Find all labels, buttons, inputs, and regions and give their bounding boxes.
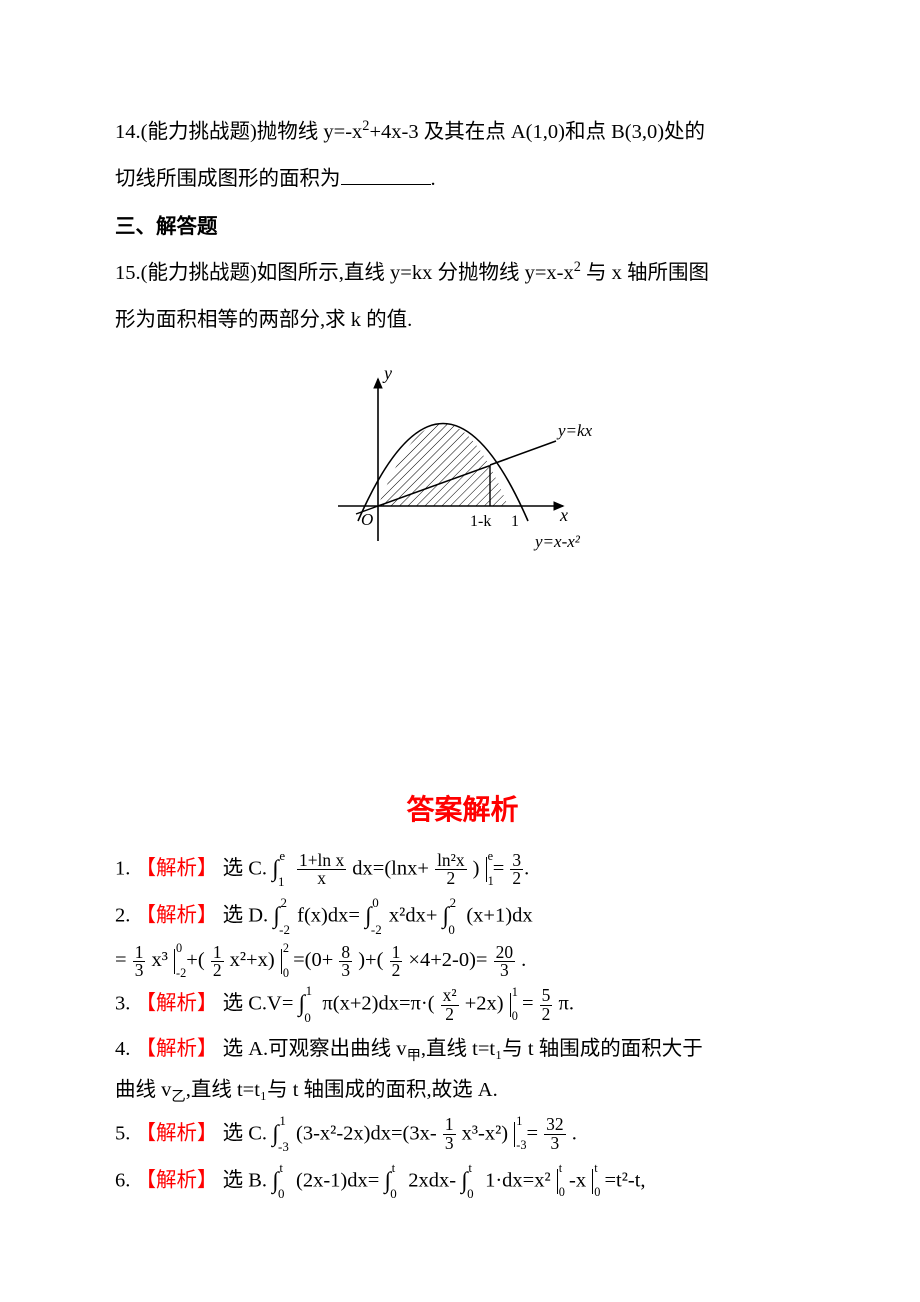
frac-52: 52 <box>540 987 553 1023</box>
sub-jia: 甲 <box>407 1048 421 1064</box>
a3-pre: 3. <box>115 993 130 1015</box>
a1-bracket: 【解析】 <box>136 857 218 879</box>
eval-bar: 0t <box>592 1160 593 1201</box>
a2-sel: 选 D. <box>223 905 269 927</box>
a1-sel: 选 C. <box>223 857 273 879</box>
frac-x2-2: x²2 <box>441 987 459 1023</box>
tick-1: 1 <box>511 513 519 530</box>
eval-bar: -31 <box>514 1113 515 1154</box>
tick-1mk: 1-k <box>470 513 491 530</box>
frac-203: 203 <box>494 944 515 980</box>
eval-bar: 1e <box>486 848 487 889</box>
integral-icon: ∫-22 <box>273 893 279 940</box>
q14-text-a: 14.(能力挑战题)抛物线 y=-x <box>115 121 362 143</box>
hatched-region <box>378 424 508 507</box>
a3-bracket: 【解析】 <box>136 993 218 1015</box>
curve-label: y=x-x² <box>533 532 581 551</box>
section-3-heading: 三、解答题 <box>115 204 810 249</box>
a4-bracket: 【解析】 <box>136 1038 218 1060</box>
line-kx-ext <box>490 441 556 465</box>
answer-2-line2: = 13 x³ -20 +( 12 x²+x) 02 =(0+ 83 )+( 1… <box>115 940 810 981</box>
integral-icon: ∫-31 <box>272 1111 278 1158</box>
frac-13b: 13 <box>443 1116 456 1152</box>
a1-mid: dx=(lnx+ <box>352 857 429 879</box>
a6-bracket: 【解析】 <box>136 1169 218 1191</box>
answer-2-line1: 2. 【解析】 选 D. ∫-22 f(x)dx= ∫-20 x²dx+ ∫02… <box>115 893 810 940</box>
q14-text-b: +4x-3 及其在点 A(1,0)和点 B(3,0)处的 <box>369 121 705 143</box>
page: 14.(能力挑战题)抛物线 y=-x 2 +4x-3 及其在点 A(1,0)和点 B… <box>0 0 920 1302</box>
frac-83: 83 <box>339 944 352 980</box>
integral-icon: ∫02 <box>443 893 449 940</box>
a6-pre: 6. <box>115 1169 130 1191</box>
parabola-diagram: y x O 1-k 1 y=kx y=x-x² <box>298 361 628 551</box>
answer-3: 3. 【解析】 选 C.V= ∫01 π(x+2)dx=π·( x²2 +2x)… <box>115 981 810 1028</box>
integral-icon: ∫1e <box>272 846 278 893</box>
a1-pre: 1. <box>115 857 130 879</box>
x-axis-label: x <box>559 505 568 525</box>
sub-yi: 乙 <box>171 1089 185 1105</box>
a5-pre: 5. <box>115 1122 130 1144</box>
q14-line2: 切线所围成图形的面积为. <box>115 157 810 202</box>
q15-line1: 15.(能力挑战题)如图所示,直线 y=kx 分抛物线 y=x-x2 与 x 轴… <box>115 251 810 296</box>
integral-icon: ∫0t <box>272 1158 278 1205</box>
integral-icon: ∫0t <box>461 1158 467 1205</box>
answer-1: 1. 【解析】 选 C. ∫1e 1+ln xx dx=(lnx+ ln²x2 … <box>115 846 810 893</box>
eval-bar: 0t <box>557 1160 558 1201</box>
frac-ln2x-2: ln²x2 <box>435 852 466 888</box>
a2-pre: 2. <box>115 905 130 927</box>
frac-1lnx-x: 1+ln xx <box>297 852 346 888</box>
y-axis-label: y <box>382 363 392 383</box>
q14-text-c: 切线所围成图形的面积为 <box>115 168 341 190</box>
frac-13: 13 <box>133 944 146 980</box>
a1-suf: ) <box>473 857 480 879</box>
answer-4-line2: 曲线 v乙,直线 t=t₁与 t 轴围成的面积,故选 A. <box>115 1070 810 1111</box>
answer-4-line1: 4. 【解析】 选 A.可观察出曲线 v甲,直线 t=t₁与 t 轴围成的面积大… <box>115 1029 810 1070</box>
frac-12b: 12 <box>390 944 403 980</box>
integral-icon: ∫01 <box>299 981 305 1028</box>
q14-line1: 14.(能力挑战题)抛物线 y=-x2+4x-3 及其在点 A(1,0)和点 B… <box>115 110 810 155</box>
a2-bracket: 【解析】 <box>136 905 218 927</box>
q15-text-a: 15.(能力挑战题)如图所示,直线 y=kx 分抛物线 y=x-x <box>115 262 574 284</box>
answers-heading: 答案解析 <box>115 779 810 841</box>
a4-pre: 4. <box>115 1038 130 1060</box>
answer-6: 6. 【解析】 选 B. ∫0t (2x-1)dx= ∫0t 2xdx- ∫0t… <box>115 1158 810 1205</box>
frac-323: 323 <box>544 1116 565 1152</box>
eval-bar: 02 <box>281 940 282 981</box>
frac-12: 12 <box>211 944 224 980</box>
answer-5: 5. 【解析】 选 C. ∫-31 (3-x²-2x)dx=(3x- 13 x³… <box>115 1111 810 1158</box>
q15-text-b: 与 x 轴所围图 <box>586 262 709 284</box>
frac-32: 32 <box>510 852 523 888</box>
q14-period: . <box>431 168 436 190</box>
q15-line2: 形为面积相等的两部分,求 k 的值. <box>115 298 810 343</box>
sup-2b: 2 <box>574 259 581 275</box>
eval-bar: -20 <box>174 940 175 981</box>
integral-icon: ∫0t <box>384 1158 390 1205</box>
line-label: y=kx <box>556 421 593 440</box>
a5-bracket: 【解析】 <box>136 1122 218 1144</box>
integral-icon: ∫-20 <box>365 893 371 940</box>
origin-label: O <box>361 510 373 529</box>
eval-bar: 01 <box>510 984 511 1025</box>
blank-underline <box>341 164 431 186</box>
q15-figure: y x O 1-k 1 y=kx y=x-x² <box>115 361 810 568</box>
